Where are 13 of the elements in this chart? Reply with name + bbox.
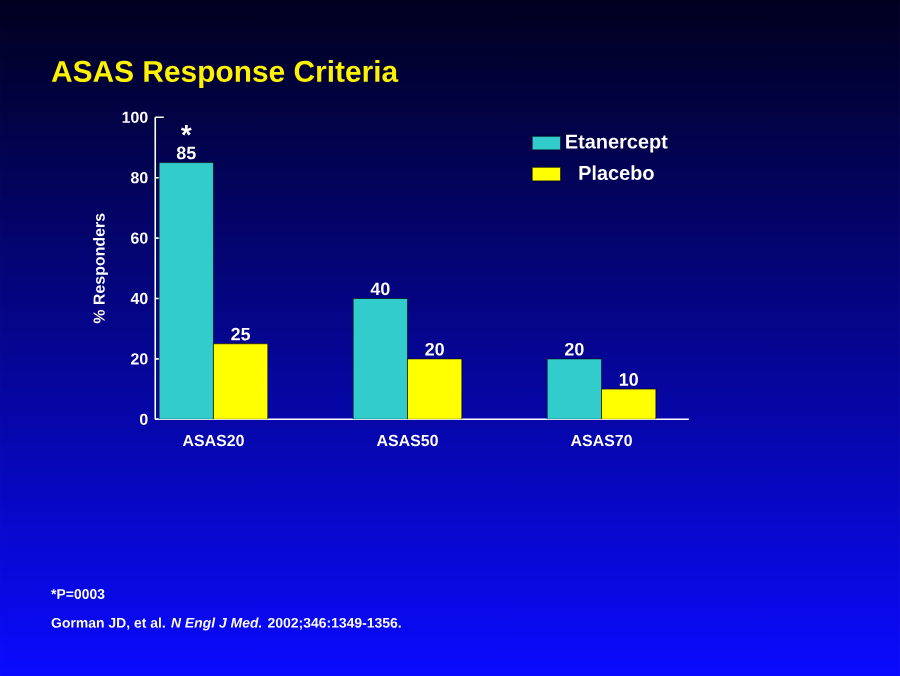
bar bbox=[407, 358, 463, 420]
bar bbox=[601, 388, 657, 420]
data-label: 20 bbox=[565, 342, 584, 356]
data-label: 10 bbox=[619, 373, 638, 386]
annotation: * bbox=[180, 125, 192, 136]
data-label: 25 bbox=[231, 327, 251, 341]
bar bbox=[213, 343, 269, 420]
data-label: 85 bbox=[176, 146, 196, 160]
data-label: 40 bbox=[370, 282, 390, 296]
legend-label: Etanercept bbox=[566, 134, 668, 153]
chart-title: ASAS Response Criteria bbox=[51, 60, 399, 88]
legend-label: Placebo bbox=[579, 165, 654, 180]
data-label: 20 bbox=[425, 342, 444, 356]
